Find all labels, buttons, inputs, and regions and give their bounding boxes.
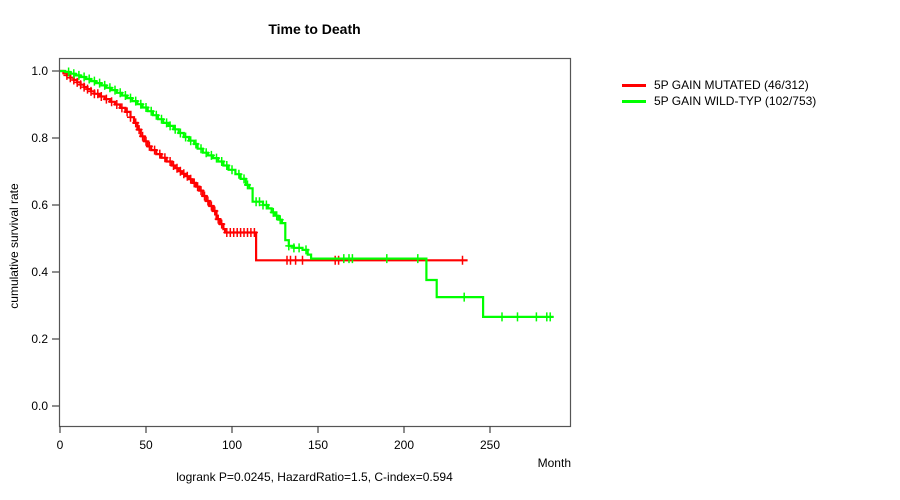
curve-mutated: [60, 69, 468, 262]
legend-swatch-wildtype: [622, 99, 646, 103]
y-tick-label: 0.8: [31, 131, 48, 145]
y-tick-label: 0.2: [31, 332, 48, 346]
legend-item-mutated: 5P GAIN MUTATED (46/312): [622, 77, 892, 93]
x-tick-label: 200: [393, 438, 415, 452]
x-tick-label: 50: [139, 438, 153, 452]
legend-item-wildtype: 5P GAIN WILD-TYP (102/753): [622, 93, 892, 109]
censor-marks-mutated: [63, 70, 466, 265]
x-tick-label: 100: [221, 438, 243, 452]
plot-box: [58, 57, 572, 428]
y-tick-label: 0.6: [31, 198, 48, 212]
legend: 5P GAIN MUTATED (46/312) 5P GAIN WILD-TY…: [622, 77, 892, 109]
legend-swatch-mutated: [622, 83, 646, 87]
censor-marks-wildtype: [65, 67, 554, 322]
x-axis-unit-label: Month: [537, 456, 571, 470]
x-tick-label: 0: [56, 438, 64, 452]
curve-wildtype: [60, 69, 554, 318]
y-tick-label: 1.0: [31, 64, 48, 78]
y-tick-label: 0.4: [31, 265, 48, 279]
x-tick-label: 150: [307, 438, 329, 452]
footer-stats: logrank P=0.0245, HazardRatio=1.5, C-ind…: [176, 470, 453, 484]
chart-title: Time to Death: [268, 21, 361, 37]
x-tick-label: 250: [479, 438, 501, 452]
legend-label-mutated: 5P GAIN MUTATED (46/312): [654, 78, 809, 92]
y-tick-label: 0.0: [31, 399, 48, 413]
legend-label-wildtype: 5P GAIN WILD-TYP (102/753): [654, 94, 817, 108]
